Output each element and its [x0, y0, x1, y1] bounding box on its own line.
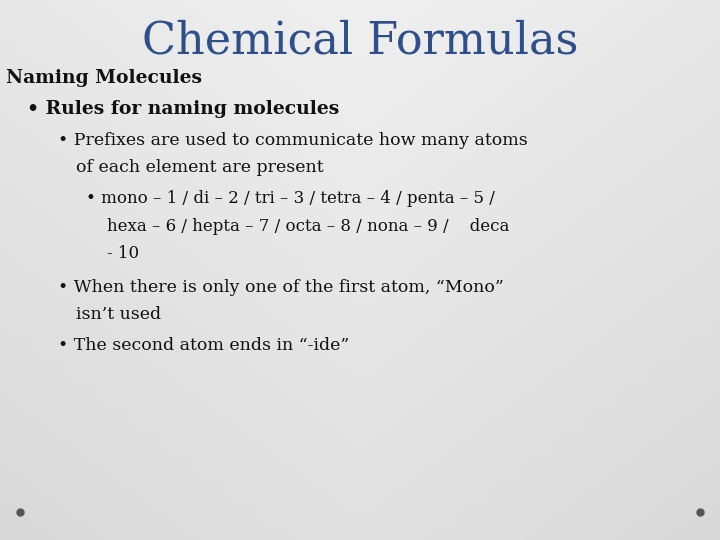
Text: of each element are present: of each element are present — [76, 159, 324, 176]
Text: • mono – 1 / di – 2 / tri – 3 / tetra – 4 / penta – 5 /: • mono – 1 / di – 2 / tri – 3 / tetra – … — [86, 190, 495, 207]
Text: isn’t used: isn’t used — [76, 306, 161, 323]
Text: - 10: - 10 — [107, 245, 139, 262]
Text: • Rules for naming molecules: • Rules for naming molecules — [27, 100, 340, 118]
Text: • When there is only one of the first atom, “Mono”: • When there is only one of the first at… — [58, 279, 503, 296]
Text: Naming Molecules: Naming Molecules — [6, 69, 202, 87]
Text: Chemical Formulas: Chemical Formulas — [142, 19, 578, 62]
Text: • Prefixes are used to communicate how many atoms: • Prefixes are used to communicate how m… — [58, 132, 527, 149]
Text: • The second atom ends in “-ide”: • The second atom ends in “-ide” — [58, 337, 349, 354]
Text: hexa – 6 / hepta – 7 / octa – 8 / nona – 9 /    deca: hexa – 6 / hepta – 7 / octa – 8 / nona –… — [107, 218, 509, 235]
